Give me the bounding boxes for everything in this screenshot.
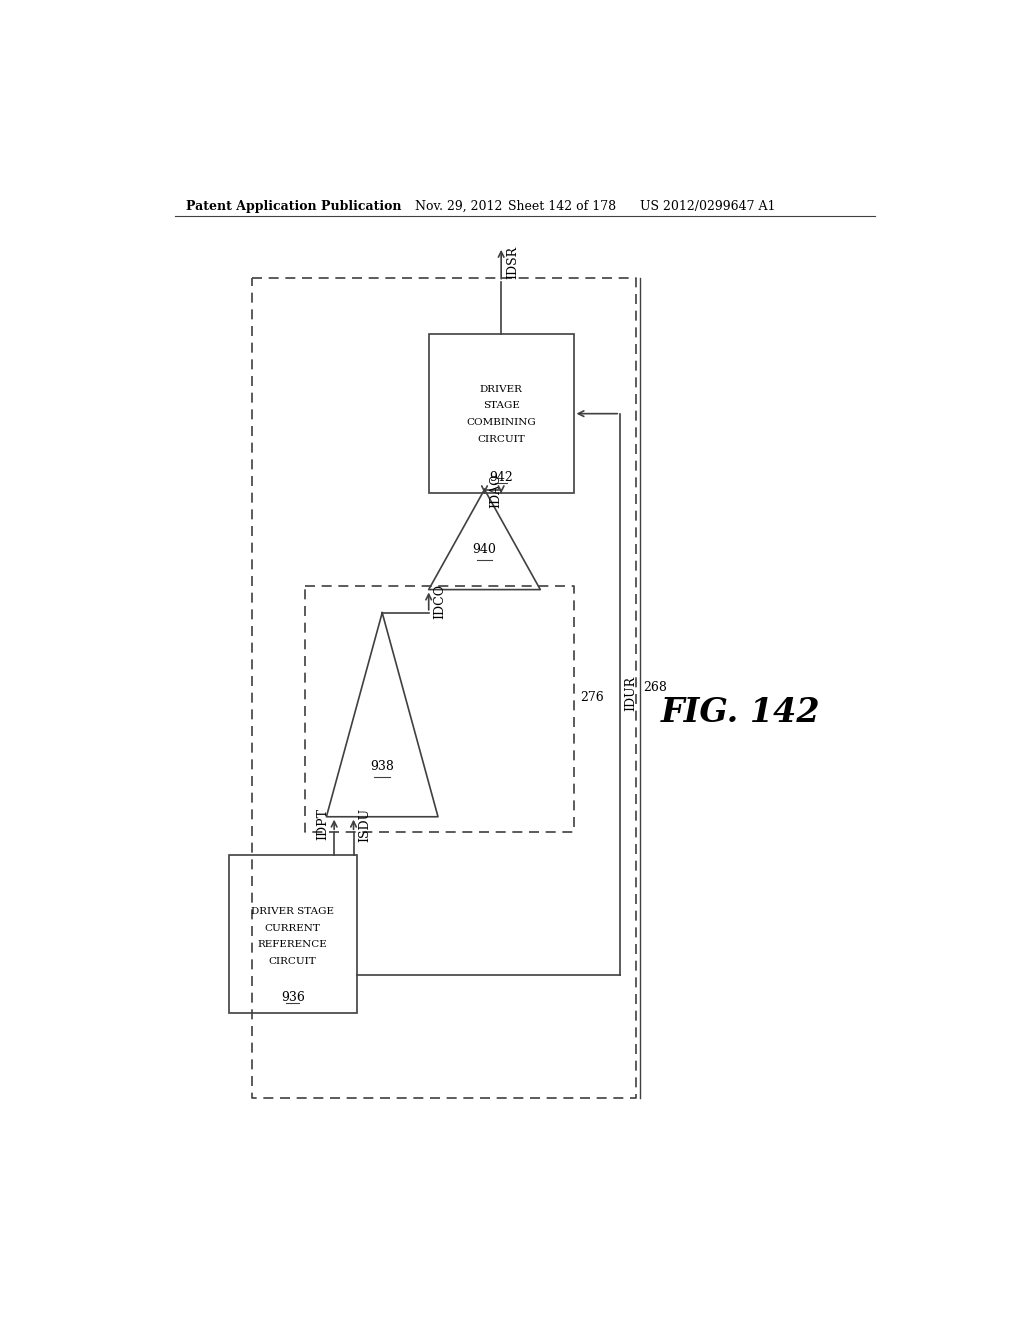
Text: STAGE: STAGE [482, 401, 519, 411]
Text: IDSR: IDSR [506, 246, 519, 279]
Text: IDUR: IDUR [625, 676, 638, 711]
Bar [429, 334, 573, 494]
Bar [228, 855, 356, 1014]
Text: US 2012/0299647 A1: US 2012/0299647 A1 [640, 199, 775, 213]
Text: 936: 936 [281, 991, 304, 1005]
Text: COMBINING: COMBINING [466, 418, 536, 428]
Text: CURRENT: CURRENT [265, 924, 321, 932]
Text: 938: 938 [371, 760, 394, 774]
Text: DRIVER STAGE: DRIVER STAGE [251, 907, 334, 916]
Text: Patent Application Publication: Patent Application Publication [186, 199, 401, 213]
Text: IDAO: IDAO [489, 474, 502, 508]
Text: CIRCUIT: CIRCUIT [269, 957, 316, 966]
Text: IDPT: IDPT [316, 808, 330, 841]
Text: Nov. 29, 2012: Nov. 29, 2012 [415, 199, 502, 213]
Text: 276: 276 [580, 690, 603, 704]
Text: CIRCUIT: CIRCUIT [477, 436, 525, 445]
Text: IDCO: IDCO [433, 583, 446, 619]
Text: REFERENCE: REFERENCE [258, 940, 328, 949]
Text: 268: 268 [643, 681, 668, 694]
Text: ISDU: ISDU [358, 808, 371, 842]
Text: FIG. 142: FIG. 142 [660, 697, 820, 729]
Text: 940: 940 [472, 543, 497, 556]
Text: Sheet 142 of 178: Sheet 142 of 178 [508, 199, 615, 213]
Text: 942: 942 [489, 471, 513, 484]
Text: DRIVER: DRIVER [479, 384, 522, 393]
